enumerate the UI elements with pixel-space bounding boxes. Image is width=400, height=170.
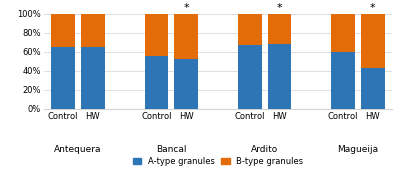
Bar xyxy=(268,44,292,109)
Text: Ardito: Ardito xyxy=(251,145,278,154)
Bar xyxy=(238,14,262,45)
Bar xyxy=(51,14,75,47)
Bar xyxy=(361,14,385,68)
Bar xyxy=(238,45,262,109)
Bar xyxy=(144,56,168,109)
Bar xyxy=(174,59,198,109)
Bar xyxy=(144,14,168,56)
Bar xyxy=(331,52,355,109)
Bar xyxy=(81,47,105,109)
Bar xyxy=(331,14,355,52)
Text: Antequera: Antequera xyxy=(54,145,102,154)
Text: Bancal: Bancal xyxy=(156,145,186,154)
Bar xyxy=(361,68,385,109)
Bar xyxy=(268,14,292,44)
Text: *: * xyxy=(277,3,282,13)
Bar xyxy=(51,47,75,109)
Text: Magueija: Magueija xyxy=(338,145,378,154)
Legend: A-type granules, B-type granules: A-type granules, B-type granules xyxy=(129,154,307,169)
Text: *: * xyxy=(184,3,189,13)
Bar xyxy=(174,14,198,59)
Text: *: * xyxy=(370,3,376,13)
Bar xyxy=(81,14,105,47)
